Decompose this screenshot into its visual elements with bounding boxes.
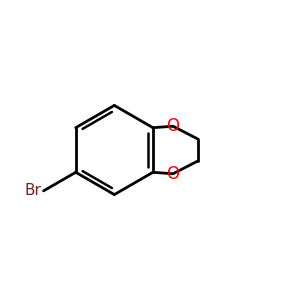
Text: O: O [167,165,179,183]
Text: O: O [167,117,179,135]
Text: Br: Br [24,183,41,198]
